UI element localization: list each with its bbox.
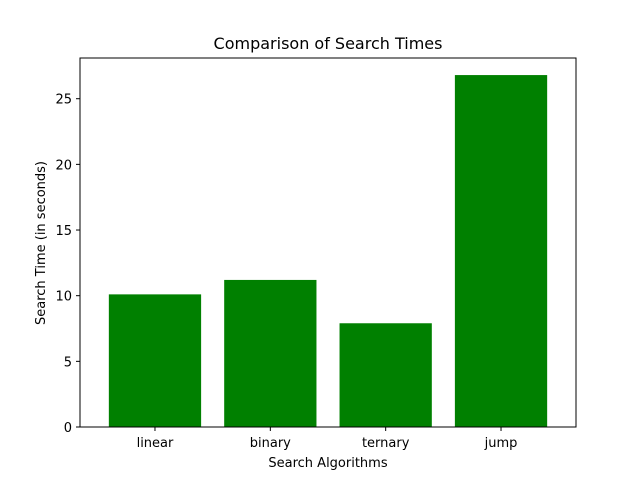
x-tick-label: ternary xyxy=(362,436,410,451)
x-tick-label: binary xyxy=(250,436,291,451)
y-axis-ticks: 0 5 10 15 20 25 xyxy=(55,93,80,436)
x-axis-label: Search Algorithms xyxy=(268,456,387,471)
y-tick-label: 25 xyxy=(55,93,72,108)
y-tick-label: 5 xyxy=(64,355,72,370)
y-tick-label: 0 xyxy=(64,421,72,436)
bar-ternary xyxy=(339,323,432,427)
bars-group xyxy=(108,75,548,428)
x-tick-label: linear xyxy=(137,436,174,451)
bar-binary xyxy=(224,279,317,427)
y-tick-label: 20 xyxy=(55,158,72,173)
x-axis-ticks: linear binary ternary jump xyxy=(137,427,518,451)
y-tick-label: 15 xyxy=(55,224,72,239)
y-tick-label: 10 xyxy=(55,290,72,305)
bar-linear xyxy=(108,294,202,427)
bar-jump xyxy=(454,75,548,428)
chart-title: Comparison of Search Times xyxy=(214,34,443,53)
y-axis-label: Search Time (in seconds) xyxy=(34,161,49,325)
plot-frame xyxy=(79,57,577,428)
x-tick-label: jump xyxy=(484,436,518,451)
